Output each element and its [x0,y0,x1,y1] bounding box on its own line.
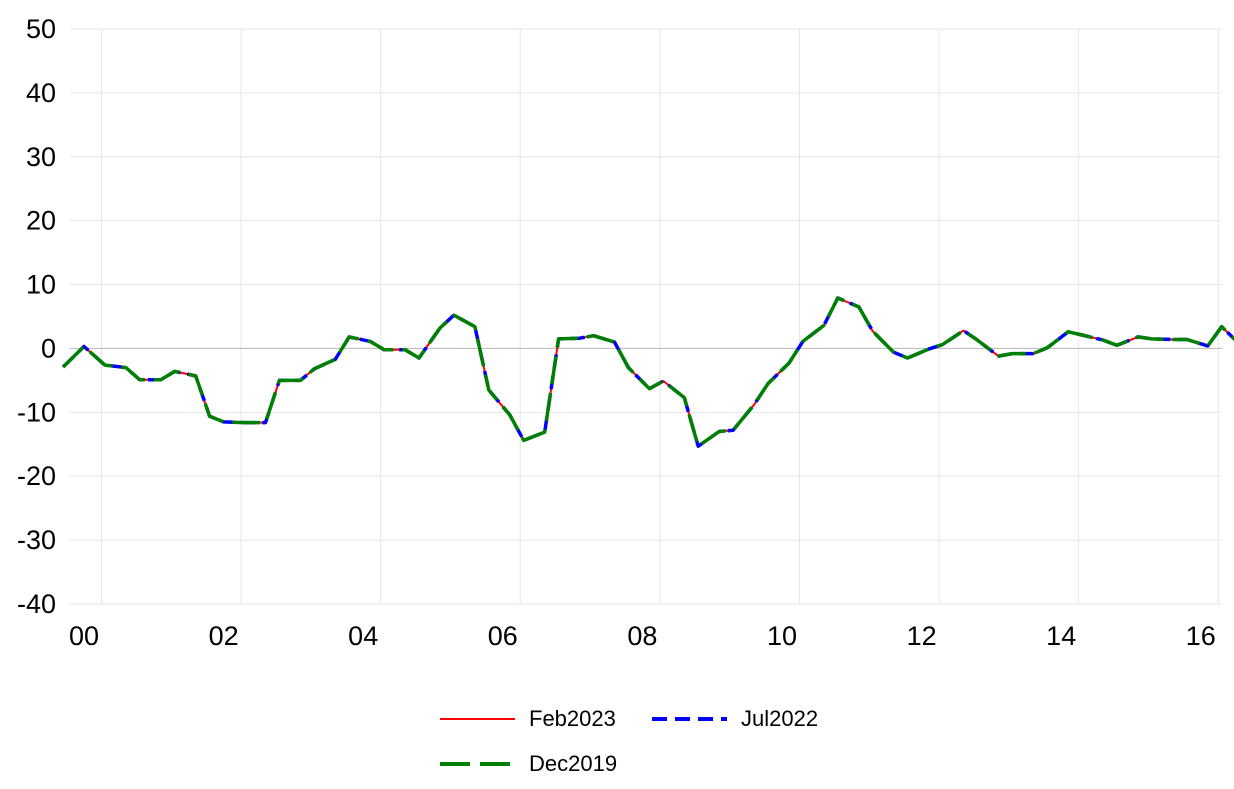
y-tick-label: -40 [17,589,56,619]
y-tick-label: -20 [17,461,56,491]
x-tick-label: 16 [1186,621,1216,651]
y-axis-ticks: 50 40 30 20 10 0 -10 -20 -30 -40 [17,14,56,619]
legend-label-dec2019: Dec2019 [529,751,618,776]
legend-item-dec2019: Dec2019 [440,751,617,777]
x-tick-label: 14 [1046,621,1076,651]
legend-label-feb2023: Feb2023 [529,706,616,731]
legend-item-feb2023: Feb2023 [440,706,616,732]
legend-swatch-feb2023 [440,718,515,720]
legend-swatch-jul2022 [652,717,727,721]
x-tick-label: 00 [69,621,99,651]
y-tick-label: -10 [17,397,56,427]
y-tick-label: 30 [26,142,56,172]
legend: Feb2023 Jul2022 Dec2019 [440,700,900,780]
x-tick-label: 06 [488,621,518,651]
y-tick-label: 20 [26,206,56,236]
y-tick-label: 0 [41,333,56,363]
y-tick-label: -30 [17,525,56,555]
series-line-dec2019 [61,296,1234,448]
chart-grid [70,28,1222,605]
y-tick-label: 50 [26,14,56,44]
x-axis-ticks: 0002040608101214161820222426283032 [69,621,1216,651]
x-tick-label: 10 [767,621,797,651]
x-tick-label: 08 [627,621,657,651]
series-line-feb2023 [62,297,1234,448]
x-tick-label: 02 [209,621,239,651]
legend-swatch-dec2019 [440,762,515,766]
x-tick-label: 12 [907,621,937,651]
legend-item-jul2022: Jul2022 [652,706,818,732]
series-layer [61,296,1234,448]
y-tick-label: 40 [26,78,56,108]
legend-label-jul2022: Jul2022 [741,706,819,731]
x-tick-label: 04 [348,621,378,651]
y-tick-label: 10 [26,270,56,300]
